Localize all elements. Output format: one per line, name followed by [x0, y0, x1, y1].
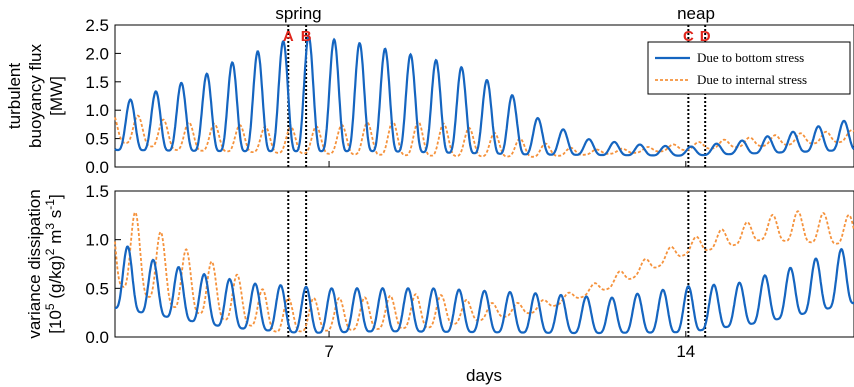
bottom-y-axis-label: variance dissipation [105 (g/kg)2 m3 s-1] [25, 189, 65, 338]
legend: Due to bottom stress Due to internal str… [647, 41, 851, 95]
legend-label-bottom-stress: Due to bottom stress [697, 50, 804, 65]
bottom-series-internal-stress [114, 210, 854, 333]
top-y-axis-label-line: turbulent [5, 63, 24, 129]
marker-label-b: B [301, 28, 312, 45]
bottom-panel: 0.0 0.5 1.0 1.5 7 14 variance dissipation [10… [25, 161, 854, 385]
top-y-axis-label-line: [MW] [47, 76, 66, 116]
top-series-internal-stress [114, 114, 854, 158]
top-y-tick-label: 0.5 [85, 130, 109, 149]
bottom-y-tick-label: 1.5 [85, 182, 109, 201]
bottom-y-tick-label: 0.5 [85, 279, 109, 298]
x-tick-label: 7 [324, 342, 333, 361]
top-y-tick-label: 2.5 [85, 16, 109, 35]
bottom-y-tick-label: 1.0 [85, 231, 109, 250]
bottom-y-ticks: 0.0 0.5 1.0 1.5 [85, 182, 121, 347]
superscript: 2 [43, 248, 57, 255]
bottom-event-lines [287, 191, 707, 337]
top-y-tick-label: 0.0 [85, 158, 109, 177]
x-tick-label: 14 [676, 342, 695, 361]
legend-label-internal-stress: Due to internal stress [697, 72, 807, 87]
top-y-axis-label-line: buoyancy flux [26, 44, 45, 148]
top-series-bottom-stress [114, 34, 854, 157]
superscript: 5 [43, 303, 57, 310]
superscript: 3 [43, 223, 57, 230]
event-label-neap: neap [677, 4, 715, 23]
marker-label-a: A [283, 28, 294, 45]
x-axis-label: days [466, 366, 502, 385]
top-y-tick-label: 1.0 [85, 101, 109, 120]
legend-box [647, 41, 851, 95]
label-segment: ] [46, 194, 65, 199]
bottom-x-ticks: 7 14 [324, 161, 695, 361]
label-segment: [10 [46, 310, 65, 334]
bottom-series-bottom-stress [114, 245, 854, 335]
bottom-y-axis-label-line: variance dissipation [25, 189, 44, 338]
bottom-y-axis-label-line: [105 (g/kg)2 m3 s-1] [43, 194, 65, 333]
bottom-y-tick-label: 0.0 [85, 328, 109, 347]
label-segment: s [46, 210, 65, 223]
label-segment: (g/kg) [46, 255, 65, 303]
top-y-tick-label: 1.5 [85, 73, 109, 92]
bottom-series [114, 210, 854, 335]
marker-label-d: D [700, 28, 711, 45]
label-segment: m [46, 230, 65, 249]
top-series [114, 34, 854, 158]
top-y-ticks: 0.0 0.5 1.0 1.5 2.0 2.5 [85, 16, 121, 177]
bottom-plot-frame [114, 190, 854, 338]
superscript: -1 [43, 199, 57, 210]
top-y-axis-label: turbulent buoyancy flux [MW] [5, 44, 66, 148]
top-event-lines: spring neap [275, 4, 715, 167]
marker-label-c: C [683, 28, 694, 45]
event-label-spring: spring [275, 4, 321, 23]
top-y-tick-label: 2.0 [85, 44, 109, 63]
